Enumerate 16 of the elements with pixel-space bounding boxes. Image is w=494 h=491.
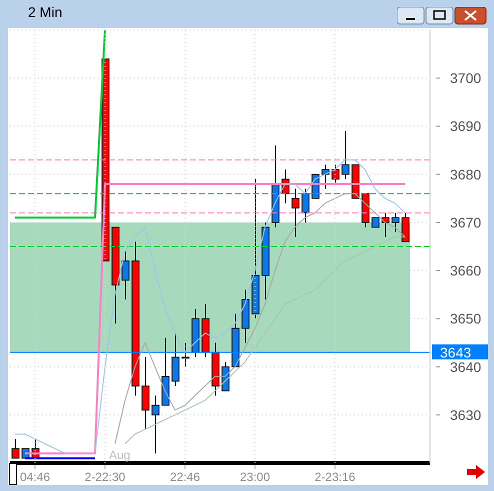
x-tick-label: 2-23:16 [314,470,356,484]
x-tick-label: 04:46 [20,470,50,484]
chart-title: 2 Min [28,4,62,20]
annotation: Aug [109,448,130,462]
x-tick-label: 22:46 [170,470,200,484]
x-tick-label: 23:00 [240,470,270,484]
y-tick-label: 3700 [450,70,482,86]
y-tick-label: 3660 [450,262,482,279]
y-tick-label: 3630 [450,406,482,423]
y-tick-label: 3640 [450,358,482,375]
y-tick-label: 3670 [450,214,482,230]
x-tick-label: 2-22:30 [84,470,126,484]
y-tick-label: 3690 [450,118,482,134]
y-tick-label: 3650 [450,310,482,327]
ref-line-label: 3643 [440,344,472,360]
y-tick-label: 3680 [450,166,482,182]
